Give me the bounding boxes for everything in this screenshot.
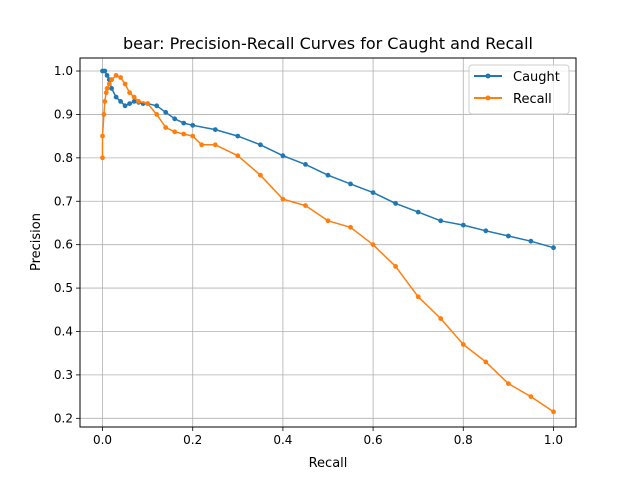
x-tick-label: 0.0 — [93, 433, 112, 447]
data-point-recall — [528, 394, 534, 399]
data-point-caught — [280, 153, 286, 159]
data-point-recall — [127, 90, 132, 96]
y-tick-label: 0.2 — [54, 411, 73, 425]
data-point-recall — [154, 112, 160, 117]
data-point-recall — [506, 381, 511, 386]
plot-frame — [79, 57, 577, 428]
data-point-caught — [109, 86, 114, 91]
data-point-recall — [235, 153, 241, 159]
data-point-recall — [106, 81, 112, 87]
data-point-recall — [348, 224, 353, 230]
data-point-caught — [154, 103, 160, 109]
data-point-caught — [325, 172, 331, 178]
data-point-caught — [460, 222, 466, 228]
data-point-caught — [172, 116, 178, 122]
data-point-recall — [551, 409, 556, 415]
y-tick-label: 0.9 — [54, 107, 73, 121]
data-point-recall — [100, 133, 105, 139]
y-tick-label: 0.8 — [54, 151, 73, 165]
data-point-caught — [370, 190, 376, 196]
data-point-recall — [118, 75, 123, 80]
data-point-recall — [100, 155, 105, 161]
data-point-recall — [101, 112, 107, 117]
data-point-recall — [163, 125, 169, 130]
x-tick-label: 0.6 — [364, 433, 383, 447]
data-point-recall — [199, 142, 205, 148]
data-point-caught — [118, 99, 123, 104]
data-point-caught — [104, 73, 110, 78]
y-tick-label: 0.3 — [54, 368, 73, 382]
tick-layer: 0.0 0.2 0.4 0.6 0.8 1.0 0.2 0.3 0.4 0.5 0.6 0.7 0.8 0… — [54, 64, 563, 447]
x-axis-label: Recall — [309, 456, 348, 471]
data-point-caught — [506, 233, 511, 239]
data-point-recall — [483, 359, 489, 365]
data-point-caught — [113, 94, 119, 100]
data-point-caught — [212, 127, 218, 132]
data-point-caught — [348, 181, 353, 187]
data-point-caught — [415, 209, 421, 215]
legend-label-recall: Recall — [513, 92, 552, 107]
data-point-caught — [551, 245, 556, 251]
data-point-recall — [258, 172, 263, 178]
data-point-caught — [190, 122, 196, 128]
x-tick-label: 0.8 — [454, 433, 473, 447]
series-line-caught — [102, 70, 554, 249]
data-point-caught — [181, 120, 187, 126]
legend: Caught Recall — [468, 64, 570, 115]
data-point-caught — [127, 101, 132, 106]
legend-box — [468, 64, 570, 115]
data-point-recall — [370, 242, 376, 248]
chart-title: bear: Precision-Recall Curves for Caught… — [123, 34, 533, 53]
data-point-recall — [190, 133, 196, 139]
data-point-caught — [483, 228, 489, 234]
data-point-recall — [393, 264, 398, 269]
data-point-recall — [131, 94, 137, 100]
data-point-recall — [122, 81, 128, 87]
y-tick-label: 0.5 — [54, 281, 73, 295]
data-point-caught — [235, 133, 241, 139]
data-point-recall — [212, 142, 218, 148]
data-point-recall — [102, 99, 108, 104]
data-point-recall — [181, 131, 187, 137]
data-point-recall — [103, 90, 109, 96]
data-point-recall — [172, 129, 178, 135]
data-point-recall — [325, 218, 331, 224]
y-tick-label: 0.4 — [54, 324, 73, 338]
data-point-recall — [109, 77, 114, 83]
y-axis-label: Precision — [29, 213, 44, 271]
series-layer — [100, 68, 556, 415]
y-tick-label: 0.6 — [54, 238, 73, 252]
data-point-recall — [145, 101, 151, 106]
data-point-caught — [258, 142, 263, 148]
x-tick-label: 0.2 — [183, 433, 202, 447]
data-point-caught — [131, 99, 137, 104]
data-point-caught — [122, 103, 128, 109]
legend-marker-recall — [485, 95, 491, 101]
data-point-recall — [415, 294, 421, 300]
y-tick-label: 1.0 — [54, 64, 73, 78]
data-point-recall — [303, 203, 308, 209]
grid — [80, 58, 576, 427]
data-point-recall — [438, 316, 444, 321]
x-tick-label: 0.4 — [273, 433, 292, 447]
x-tick-label: 1.0 — [544, 433, 563, 447]
data-point-caught — [438, 218, 444, 224]
data-point-caught — [303, 162, 308, 167]
data-point-recall — [104, 86, 110, 91]
data-point-recall — [136, 99, 142, 104]
data-point-caught — [163, 109, 169, 115]
data-point-recall — [460, 342, 466, 347]
y-tick-label: 0.7 — [54, 194, 73, 208]
data-point-caught — [102, 68, 108, 74]
data-point-recall — [113, 73, 119, 78]
data-point-caught — [528, 238, 534, 244]
legend-marker-caught — [485, 73, 491, 79]
data-point-caught — [393, 201, 398, 206]
legend-label-caught: Caught — [513, 70, 560, 85]
data-point-recall — [280, 196, 286, 202]
